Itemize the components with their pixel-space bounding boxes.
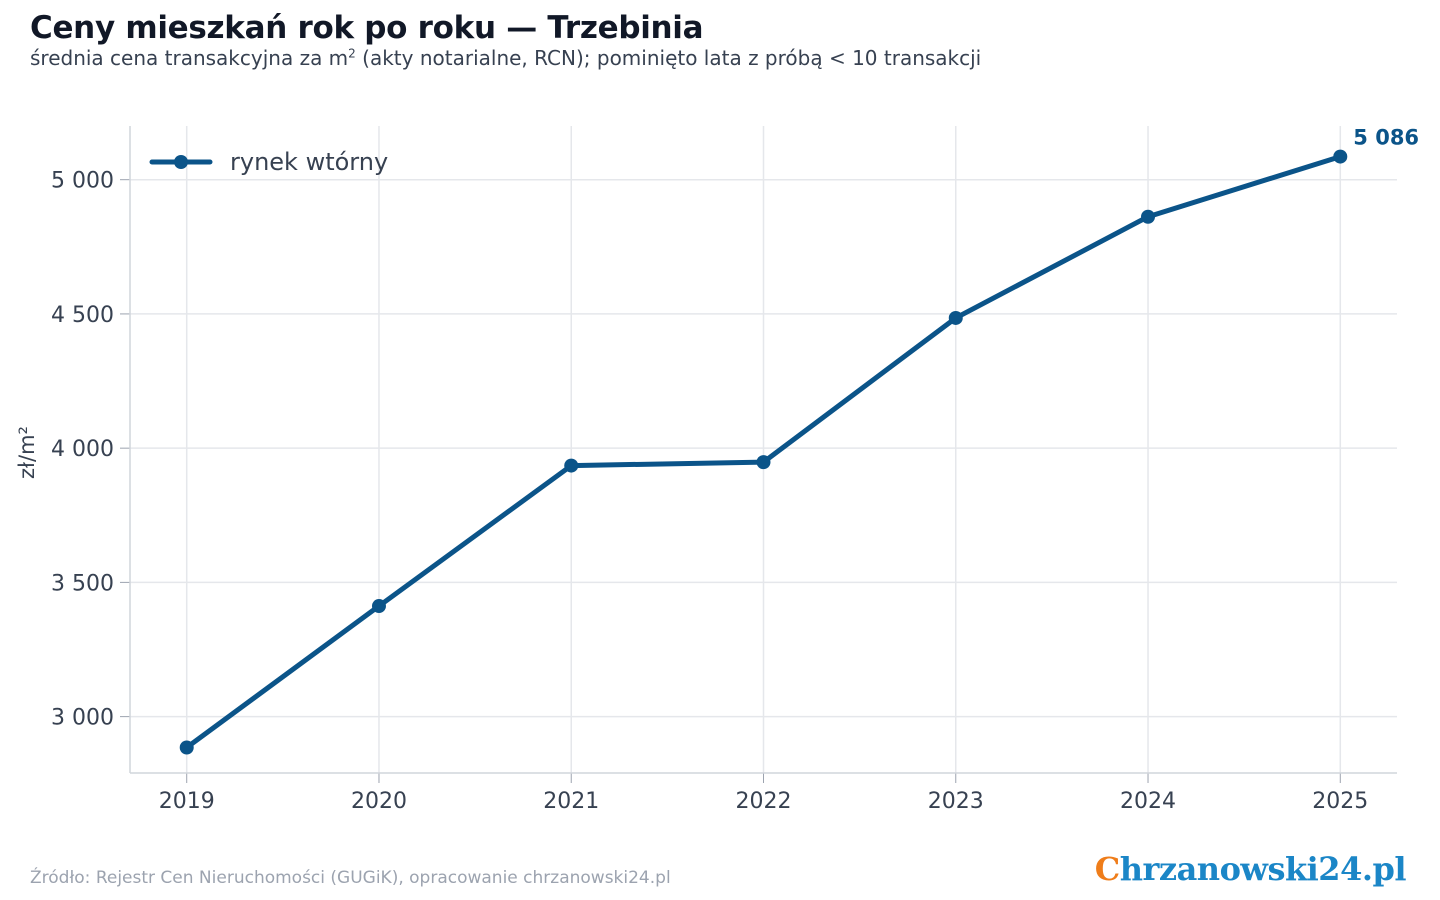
logo-text: hrzanowski24.pl — [1119, 850, 1407, 888]
data-point — [371, 599, 386, 614]
x-tick-label: 2023 — [928, 789, 984, 814]
legend: rynek wtórny — [149, 148, 388, 176]
subtitle-superscript: 2 — [348, 46, 356, 61]
x-tick-label: 2019 — [159, 789, 215, 814]
data-label: 5 086 — [1353, 126, 1419, 150]
site-logo: Chrzanowski24.pl — [1094, 850, 1407, 888]
logo-accent-letter: C — [1094, 850, 1120, 888]
subtitle-text-start: średnia cena transakcyjna za m — [30, 46, 349, 70]
x-tick-label: 2025 — [1312, 789, 1368, 814]
y-tick-label: 5 000 — [51, 169, 114, 194]
series-layer — [179, 149, 1348, 755]
y-axis-label: zł/m² — [15, 426, 39, 479]
y-tick-label: 4 500 — [51, 303, 114, 328]
legend-marker — [174, 155, 188, 169]
axes-layer: 3 000 3 500 4 000 4 500 5 000 2019 2020 2021 202… — [15, 126, 1397, 814]
data-point — [179, 740, 194, 755]
chart-title: Ceny mieszkań rok po roku — Trzebinia — [30, 10, 704, 46]
labels-layer: 5 086 — [1353, 126, 1419, 150]
legend-label: rynek wtórny — [230, 148, 388, 176]
y-tick-label: 3 000 — [51, 706, 114, 731]
data-point — [756, 455, 771, 470]
data-point — [1333, 149, 1348, 164]
x-tick-label: 2021 — [543, 789, 599, 814]
data-point — [1141, 209, 1156, 224]
y-tick-label: 4 000 — [51, 437, 114, 462]
grid-layer — [130, 126, 1397, 773]
chart-subtitle: średnia cena transakcyjna za m2 (akty no… — [30, 46, 981, 70]
y-tick-label: 3 500 — [51, 571, 114, 596]
subtitle-text-end: (akty notarialne, RCN); pominięto lata z… — [355, 46, 982, 70]
data-point — [948, 310, 963, 325]
data-point — [564, 458, 579, 473]
x-tick-label: 2020 — [351, 789, 407, 814]
source-note: Źródło: Rejestr Cen Nieruchomości (GUGiK… — [30, 868, 671, 888]
x-tick-label: 2022 — [736, 789, 792, 814]
x-tick-label: 2024 — [1120, 789, 1176, 814]
